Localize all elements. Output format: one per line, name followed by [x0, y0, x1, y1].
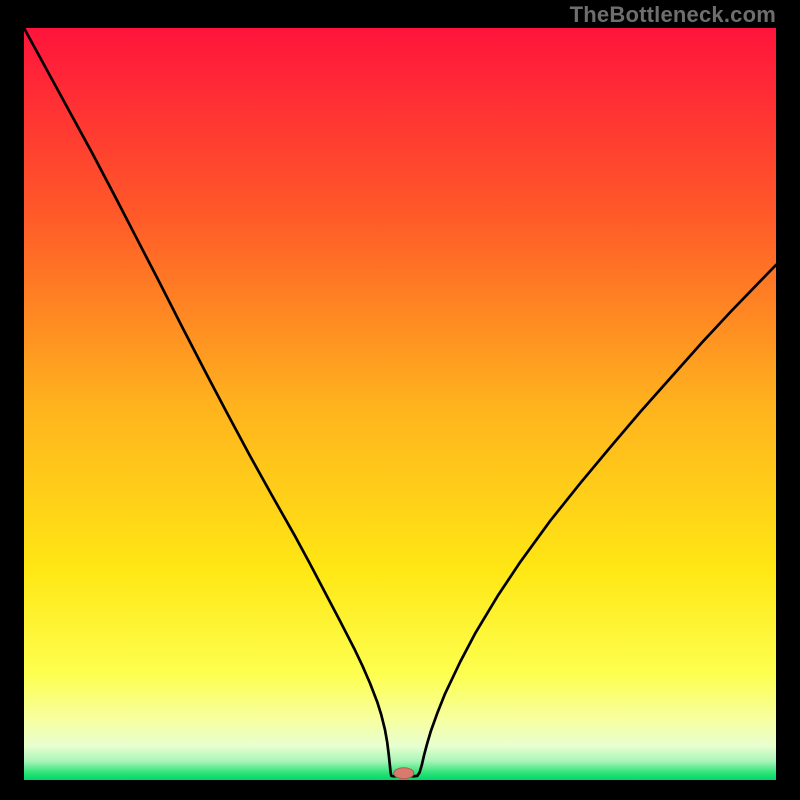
optimum-marker [394, 768, 414, 779]
gradient-background [24, 28, 776, 780]
plot-svg [24, 28, 776, 780]
watermark-text: TheBottleneck.com [570, 2, 776, 28]
chart-container: TheBottleneck.com [0, 0, 800, 800]
plot-area [24, 28, 776, 780]
